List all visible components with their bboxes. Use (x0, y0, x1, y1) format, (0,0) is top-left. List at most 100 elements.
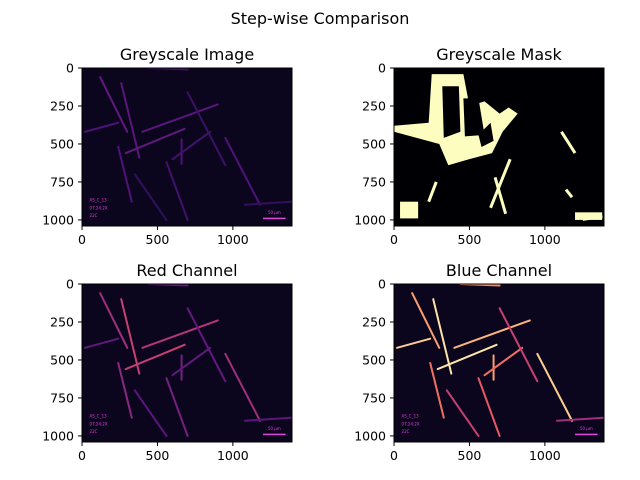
image-annotation: 22C (402, 429, 410, 434)
scale-bar-label: 50 µm (268, 210, 281, 215)
crystal-needle (165, 377, 189, 437)
panel-title: Red Channel (136, 261, 237, 280)
y-tick-label: 1000 (42, 212, 74, 227)
y-tick-label: 250 (50, 98, 74, 113)
panel-title: Greyscale Mask (436, 45, 562, 64)
x-tick-label: 1000 (217, 232, 249, 247)
crystal-needle (429, 362, 445, 419)
image-annotation: 22C (90, 213, 98, 218)
axes-frame (393, 283, 605, 443)
x-tick-label: 1000 (217, 448, 249, 463)
scale-bar-label: 50 µm (268, 426, 281, 431)
mask-hole (478, 122, 494, 147)
crystal-needle (133, 389, 168, 437)
image-annotation: AS_C_13 (402, 414, 420, 419)
image-annotation: AS_C_13 (90, 198, 108, 203)
crystal-needle (445, 389, 480, 437)
axes-frame (81, 283, 293, 443)
y-tick-label: 500 (362, 352, 386, 367)
crystal-needle (224, 136, 262, 206)
mask-hole (463, 98, 485, 137)
crystal-needle (165, 161, 189, 221)
crystal-needle (120, 82, 141, 159)
figure-title: Step-wise Comparison (231, 9, 410, 28)
crystal-needle (124, 127, 186, 155)
y-tick-label: 750 (50, 174, 74, 189)
image-content (394, 74, 603, 221)
y-tick-label: 750 (362, 390, 386, 405)
x-tick-label: 1000 (529, 232, 561, 247)
y-tick-label: 750 (50, 390, 74, 405)
mask-needle (489, 158, 512, 209)
x-tick-label: 500 (458, 232, 482, 247)
crystal-needle (224, 352, 262, 422)
x-tick-label: 1000 (529, 448, 561, 463)
y-tick-label: 0 (66, 277, 74, 292)
panel-3: 50 µm AS_C_13 07.24.2X 22C Red Channel 0 500 10… (42, 261, 293, 463)
panel-title: Greyscale Image (120, 45, 254, 64)
crystal-needle (141, 319, 219, 349)
y-tick-label: 500 (50, 136, 74, 151)
image-content: 50 µm AS_C_13 07.24.2X 22C (396, 284, 604, 437)
crystal-needle (186, 307, 227, 383)
x-tick-label: 500 (146, 232, 170, 247)
image-content: 50 µm AS_C_13 07.24.2X 22C (84, 284, 292, 437)
crystal-needle (99, 292, 129, 349)
y-tick-label: 250 (362, 314, 386, 329)
y-tick-label: 0 (378, 61, 386, 76)
crystal-needle (141, 103, 219, 133)
crystal-needle (171, 346, 212, 377)
image-content: 50 µm AS_C_13 07.24.2X 22C (84, 68, 292, 221)
axes-frame (81, 67, 293, 227)
mask-block (400, 201, 419, 219)
crystal-needle (396, 337, 432, 349)
image-annotation: 07.24.2X (90, 421, 108, 426)
crystal-needle (432, 298, 453, 375)
crystal-needle (84, 121, 120, 133)
y-tick-label: 250 (362, 98, 386, 113)
image-annotation: 07.24.2X (90, 205, 108, 210)
y-tick-label: 1000 (42, 428, 74, 443)
panel-4: 50 µm AS_C_13 07.24.2X 22C Blue Channel 0 500 1… (354, 261, 605, 463)
x-tick-label: 500 (458, 448, 482, 463)
panel-2: Greyscale Mask 0 500 1000 0 250 500 750 1000 (354, 45, 605, 247)
crystal-needle (117, 146, 133, 203)
crystal-needle (436, 343, 498, 371)
y-tick-label: 0 (378, 277, 386, 292)
crystal-needle (536, 352, 574, 422)
axes-frame (393, 67, 605, 227)
crystal-needle (555, 416, 604, 422)
crystal-needle (483, 346, 524, 377)
image-annotation: AS_C_13 (90, 414, 108, 419)
image-annotation: 07.24.2X (402, 421, 420, 426)
crystal-needle (99, 76, 129, 133)
y-tick-label: 1000 (354, 428, 386, 443)
mask-block (575, 212, 603, 220)
crystal-needle (243, 416, 292, 422)
x-tick-label: 500 (146, 448, 170, 463)
y-tick-label: 500 (362, 136, 386, 151)
mask-needle (493, 176, 508, 215)
crystal-needle (120, 298, 141, 375)
mask-hole (442, 86, 461, 138)
y-tick-label: 1000 (354, 212, 386, 227)
x-tick-label: 0 (390, 232, 398, 247)
scale-bar-label: 50 µm (580, 426, 593, 431)
crystal-needle (186, 91, 227, 167)
crystal-needle (171, 130, 212, 161)
mask-needle (427, 181, 438, 203)
y-tick-label: 750 (362, 174, 386, 189)
crystal-needle (124, 343, 186, 371)
crystal-needle (411, 292, 441, 349)
crystal-needle (117, 362, 133, 419)
crystal-needle (133, 173, 168, 221)
x-tick-label: 0 (78, 232, 86, 247)
crystal-needle (477, 377, 501, 437)
y-tick-label: 0 (66, 61, 74, 76)
crystal-needle (453, 319, 531, 349)
image-annotation: 22C (90, 429, 98, 434)
x-tick-label: 0 (78, 448, 86, 463)
crystal-needle (243, 200, 292, 206)
